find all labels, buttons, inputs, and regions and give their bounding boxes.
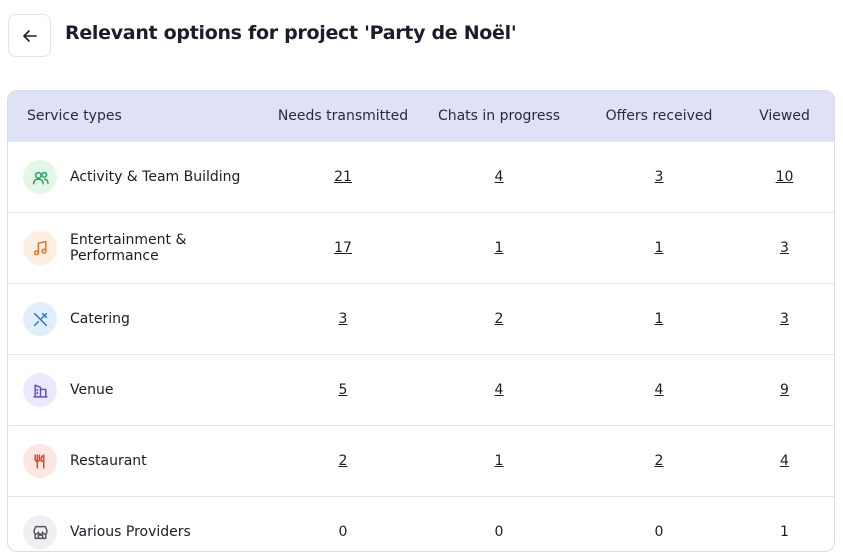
icon (33, 312, 47, 326)
count-link[interactable]: 2 (494, 311, 504, 327)
table-row: Venue 5 4 4 9 (8, 354, 834, 426)
count-cell: 0 (415, 496, 583, 551)
service-cell: Venue (8, 354, 271, 426)
count-cell: 3 (735, 283, 834, 355)
column-header: Needs transmitted (271, 91, 415, 142)
table-row: Restaurant 2 1 2 4 (8, 425, 834, 497)
service: Various Providers (23, 515, 270, 549)
service: Venue (23, 373, 270, 407)
count-cell: 1 (583, 212, 735, 284)
service: Restaurant (23, 444, 270, 478)
count-link[interactable]: 1 (494, 453, 504, 469)
count-link[interactable]: 5 (338, 382, 348, 398)
count-cell: 1 (735, 496, 834, 551)
count-cell: 4 (735, 425, 834, 497)
service: Catering (23, 302, 270, 336)
service-name: Entertainment & Performance (70, 232, 187, 264)
table-row: Activity & Team Building 21 4 3 10 (8, 141, 834, 213)
count-link[interactable]: 3 (780, 311, 789, 327)
table: Service types Needs transmitted Chats in p… (8, 91, 834, 551)
service-icon (23, 515, 57, 549)
count-cell: 1 (583, 283, 735, 355)
count-cell: 0 (271, 496, 415, 551)
service-name: Various Providers (70, 524, 191, 540)
count-cell: 3 (271, 283, 415, 355)
table-card: Service types Needs transmitted Chats in p… (7, 90, 835, 552)
service-icon (23, 373, 57, 407)
service-cell: Catering (8, 283, 271, 355)
column-header: Offers received (583, 91, 735, 142)
count-cell: 3 (735, 212, 834, 284)
count: 0 (654, 524, 664, 540)
count: 0 (338, 524, 348, 540)
service-cell: Restaurant (8, 425, 271, 497)
count-cell: 17 (271, 212, 415, 284)
page-title: Relevant options for project 'Party de N… (65, 22, 517, 44)
count-cell: 0 (583, 496, 735, 551)
service-icon (23, 444, 57, 478)
count-link[interactable]: 2 (654, 453, 664, 469)
count-link[interactable]: 9 (780, 382, 789, 398)
service-name: Catering (70, 311, 130, 327)
count-link[interactable]: 4 (654, 382, 664, 398)
count-cell: 9 (735, 354, 834, 426)
count-link[interactable]: 3 (654, 169, 664, 185)
count-cell: 1 (415, 212, 583, 284)
count-cell: 3 (583, 141, 735, 213)
icon (32, 383, 48, 398)
table-row: Various Providers 0 0 0 1 (8, 496, 834, 551)
count-cell: 21 (271, 141, 415, 213)
back-icon (22, 29, 37, 42)
service-name: Restaurant (70, 453, 147, 469)
count-cell: 4 (583, 354, 735, 426)
count-link[interactable]: 4 (494, 169, 504, 185)
count-cell: 5 (271, 354, 415, 426)
back-button[interactable] (8, 14, 51, 57)
header-row: Service types Needs transmitted Chats in p… (8, 91, 834, 142)
count-cell: 1 (415, 425, 583, 497)
icon (32, 171, 49, 185)
count-link[interactable]: 4 (494, 382, 504, 398)
icon (32, 525, 48, 539)
count-cell: 2 (415, 283, 583, 355)
count-link[interactable]: 2 (338, 453, 348, 469)
count-cell: 2 (271, 425, 415, 497)
count: 1 (780, 524, 789, 540)
column-header: Service types (8, 91, 271, 142)
count: 0 (494, 524, 504, 540)
count-cell: 10 (735, 141, 834, 213)
service: Activity & Team Building (23, 160, 270, 194)
count-cell: 2 (583, 425, 735, 497)
count-cell: 4 (415, 141, 583, 213)
count-link[interactable]: 1 (654, 240, 664, 256)
count-cell: 4 (415, 354, 583, 426)
icon (33, 240, 47, 255)
service-name: Venue (70, 382, 114, 398)
service: Entertainment & Performance (23, 231, 270, 265)
count-link[interactable]: 3 (780, 240, 789, 256)
table-row: Catering 3 2 1 3 (8, 283, 834, 355)
count-link[interactable]: 1 (494, 240, 504, 256)
service-cell: Activity & Team Building (8, 141, 271, 213)
table-row: Entertainment & Performance 17 1 1 3 (8, 212, 834, 284)
column-header: Viewed (735, 91, 834, 142)
icon (33, 453, 44, 469)
count-link[interactable]: 21 (334, 169, 352, 185)
service-icon (23, 160, 57, 194)
count-link[interactable]: 4 (780, 453, 789, 469)
column-header: Chats in progress (415, 91, 583, 142)
count-link[interactable]: 1 (654, 311, 664, 327)
service-icon (23, 302, 57, 336)
service-icon (23, 231, 57, 265)
count-link[interactable]: 10 (775, 169, 794, 185)
service-cell: Entertainment & Performance (8, 212, 271, 284)
service-name: Activity & Team Building (70, 169, 241, 185)
count-link[interactable]: 3 (338, 311, 348, 327)
count-link[interactable]: 17 (334, 240, 352, 256)
service-cell: Various Providers (8, 496, 271, 551)
